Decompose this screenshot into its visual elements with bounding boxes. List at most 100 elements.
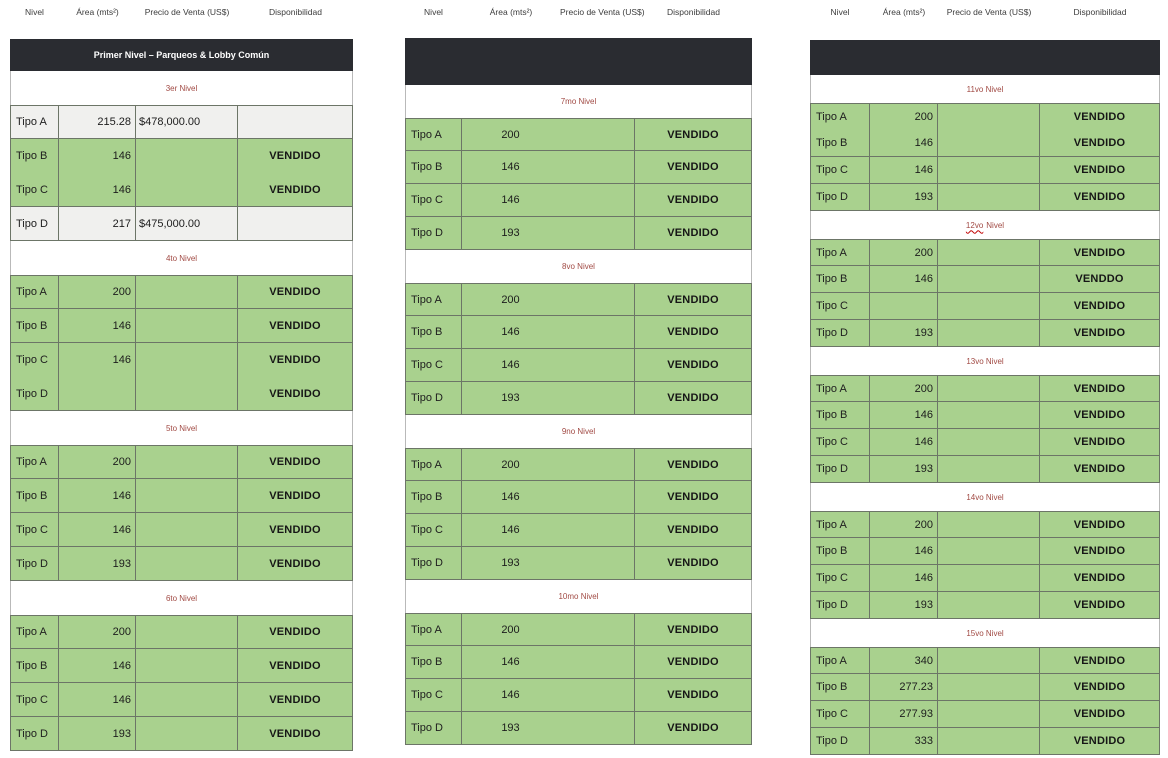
cell-area: 200 (870, 375, 938, 402)
cell-area: 146 (870, 157, 938, 184)
cell-disponibilidad: VENDIDO (238, 615, 353, 649)
table-row: Tipo C 146 VENDIDO (405, 514, 752, 547)
cell-tipo: Tipo C (405, 184, 462, 217)
table-row: Tipo D 193 VENDIDO (810, 184, 1160, 211)
cell-disponibilidad: VENDIDO (238, 343, 353, 377)
cell-tipo: Tipo B (810, 402, 870, 429)
cell-disponibilidad: VENDIDO (1040, 239, 1160, 266)
section-label: 7mo Nivel (405, 85, 752, 118)
cell-tipo: Tipo B (810, 538, 870, 565)
cell-precio (938, 239, 1040, 266)
table-row: Tipo A 200 VENDIDO (405, 448, 752, 481)
table-row: Tipo D 193 VENDIDO (405, 712, 752, 745)
table-row: Tipo D 193 VENDIDO (10, 547, 353, 581)
cell-precio (938, 130, 1040, 157)
table-row: Tipo B 146 VENDIDO (405, 646, 752, 679)
cell-precio (938, 647, 1040, 674)
table-row: Tipo C 146 VENDIDO (405, 349, 752, 382)
table-row: Tipo D 217 $475,000.00 (10, 207, 353, 241)
cell-tipo: Tipo C (405, 679, 462, 712)
table-row: Tipo A 200 VENDIDO (810, 375, 1160, 402)
cell-precio (938, 375, 1040, 402)
cell-precio (938, 701, 1040, 728)
table-banner (810, 40, 1160, 75)
cell-tipo: Tipo B (405, 151, 462, 184)
cell-area: 277.93 (870, 701, 938, 728)
column-header-row: Nivel Área (mts²) Precio de Venta (US$) Dis… (405, 6, 752, 18)
cell-disponibilidad: VENDIDO (1040, 157, 1160, 184)
cell-precio (938, 592, 1040, 619)
cell-area: 146 (870, 130, 938, 157)
cell-precio (136, 717, 238, 751)
cell-tipo: Tipo A (810, 103, 870, 130)
table-row: Tipo A 200 VENDIDO (810, 103, 1160, 130)
cell-precio (938, 429, 1040, 456)
cell-area: 217 (59, 207, 136, 241)
cell-area: 193 (870, 456, 938, 483)
cell-disponibilidad: VENDIDO (1040, 293, 1160, 320)
cell-area: 193 (59, 717, 136, 751)
cell-disponibilidad: VENDIDO (238, 173, 353, 207)
cell-disponibilidad: VENDIDO (635, 712, 752, 745)
cell-precio (136, 343, 238, 377)
cell-area: 146 (59, 309, 136, 343)
cell-tipo: Tipo C (10, 683, 59, 717)
cell-tipo: Tipo D (10, 717, 59, 751)
cell-tipo: Tipo D (405, 712, 462, 745)
cell-tipo: Tipo D (810, 728, 870, 755)
column-header-precio: Precio de Venta (US$) (560, 7, 645, 17)
cell-tipo: Tipo B (810, 130, 870, 157)
cell-disponibilidad: VENDIDO (238, 139, 353, 173)
cell-tipo: Tipo D (810, 592, 870, 619)
cell-disponibilidad (238, 207, 353, 241)
table-row: Tipo A 200 VENDIDO (405, 283, 752, 316)
table-row: Tipo B 146 VENDDO (810, 266, 1160, 293)
cell-area: 193 (462, 712, 635, 745)
cell-tipo: Tipo A (405, 283, 462, 316)
cell-disponibilidad: VENDIDO (1040, 103, 1160, 130)
cell-area: 146 (462, 646, 635, 679)
cell-tipo: Tipo A (810, 511, 870, 538)
cell-tipo: Tipo B (810, 674, 870, 701)
cell-disponibilidad: VENDIDO (238, 275, 353, 309)
section-label: 6to Nivel (10, 581, 353, 615)
cell-disponibilidad: VENDIDO (1040, 701, 1160, 728)
cell-disponibilidad: VENDIDO (238, 377, 353, 411)
cell-tipo: Tipo D (810, 320, 870, 347)
cell-area: 193 (870, 184, 938, 211)
cell-precio (938, 266, 1040, 293)
section-label: 9no Nivel (405, 415, 752, 448)
cell-tipo: Tipo D (10, 207, 59, 241)
column-header-nivel: Nivel (424, 7, 443, 17)
cell-area: 146 (870, 402, 938, 429)
table-row: Tipo D 193 VENDIDO (10, 717, 353, 751)
cell-precio: $475,000.00 (136, 207, 238, 241)
cell-area: 200 (59, 275, 136, 309)
cell-precio (938, 103, 1040, 130)
cell-disponibilidad: VENDIDO (238, 445, 353, 479)
cell-precio (136, 139, 238, 173)
cell-disponibilidad: VENDIDO (1040, 647, 1160, 674)
cell-area: 193 (462, 382, 635, 415)
cell-tipo: Tipo B (810, 266, 870, 293)
cell-disponibilidad: VENDIDO (635, 679, 752, 712)
cell-precio (938, 320, 1040, 347)
cell-tipo: Tipo A (405, 448, 462, 481)
cell-precio (136, 479, 238, 513)
table-row: Tipo D 193 VENDIDO (810, 592, 1160, 619)
cell-area: 146 (59, 683, 136, 717)
column-header-precio: Precio de Venta (US$) (946, 7, 1032, 17)
cell-area: 146 (870, 429, 938, 456)
cell-tipo: Tipo D (10, 547, 59, 581)
table-row: Tipo A 200 VENDIDO (405, 118, 752, 151)
cell-tipo: Tipo D (810, 184, 870, 211)
cell-tipo: Tipo C (810, 701, 870, 728)
cell-area: 200 (59, 445, 136, 479)
cell-disponibilidad: VENDDO (1040, 266, 1160, 293)
cell-area: 146 (59, 479, 136, 513)
section-label-rest: Nivel (986, 220, 1005, 230)
table-row: Tipo B 146 VENDIDO (10, 139, 353, 173)
cell-precio (136, 649, 238, 683)
cell-disponibilidad: VENDIDO (635, 184, 752, 217)
cell-disponibilidad: VENDIDO (635, 316, 752, 349)
